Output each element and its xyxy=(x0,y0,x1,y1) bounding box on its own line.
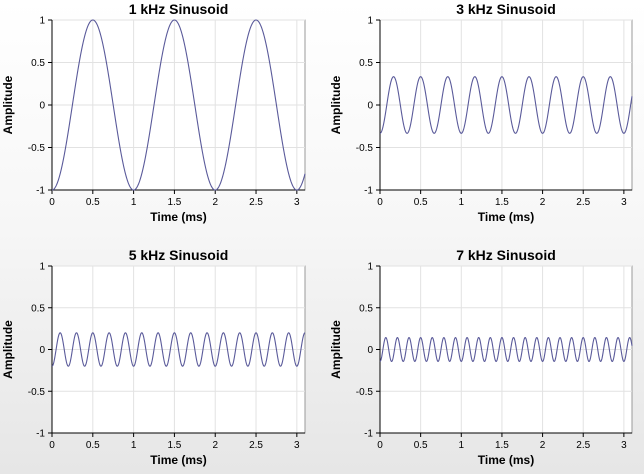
x-tick-label: 1.5 xyxy=(495,440,509,451)
x-tick-label: 1 xyxy=(459,197,465,208)
panel-5khz: 0 0.5 1 1.5 2 2.5 3 1 0.5 0 -0.5 -1 5 kHz Sinusoid Ti… xyxy=(1,247,306,467)
y-tick-label: 0.5 xyxy=(359,303,373,314)
x-tick-label: 1 xyxy=(459,440,465,451)
y-tick-label: -0.5 xyxy=(28,387,46,398)
x-tick-label: 0 xyxy=(49,440,55,451)
y-tick-label: 0 xyxy=(367,101,373,112)
panel-3khz: 0 0.5 1 1.5 2 2.5 3 1 0.5 0 -0.5 -1 3 kHz Sinusoid Ti… xyxy=(329,1,633,224)
x-tick-label: 0 xyxy=(49,197,55,208)
x-tick-label: 2.5 xyxy=(249,440,263,451)
x-tick-label: 2 xyxy=(212,197,218,208)
x-tick-label: 0.5 xyxy=(86,440,100,451)
x-tick-label: 1.5 xyxy=(495,197,509,208)
y-tick-label: 0 xyxy=(39,101,45,112)
y-tick-label: 0.5 xyxy=(31,303,45,314)
x-tick-label: 2.5 xyxy=(576,440,590,451)
x-tick-label: 1.5 xyxy=(167,197,181,208)
x-tick-label: 1 xyxy=(131,440,137,451)
x-axis-label: Time (ms) xyxy=(150,453,206,467)
y-tick-label: 0 xyxy=(367,345,373,356)
chart-title: 7 kHz Sinusoid xyxy=(456,247,556,263)
x-tick-label: 2.5 xyxy=(576,197,590,208)
y-tick-label: -1 xyxy=(364,186,373,197)
x-tick-label: 3 xyxy=(294,440,300,451)
y-tick-label: 1 xyxy=(39,262,45,273)
y-tick-label: -0.5 xyxy=(356,387,374,398)
series-line xyxy=(51,332,306,367)
y-tick-label: -1 xyxy=(36,186,45,197)
x-tick-label: 0.5 xyxy=(86,197,100,208)
x-tick-label: 0.5 xyxy=(414,440,428,451)
x-tick-label: 0 xyxy=(377,440,383,451)
series-line xyxy=(379,76,633,134)
x-axis-label: Time (ms) xyxy=(478,453,534,467)
y-tick-label: 0 xyxy=(39,345,45,356)
y-axis-label: Amplitude xyxy=(329,75,343,134)
y-tick-label: 1 xyxy=(39,16,45,27)
x-tick-label: 3 xyxy=(621,197,627,208)
y-axis-label: Amplitude xyxy=(329,320,343,379)
y-tick-label: 0.5 xyxy=(359,58,373,69)
y-axis-label: Amplitude xyxy=(1,320,15,379)
y-tick-label: -1 xyxy=(36,429,45,440)
chart-title: 3 kHz Sinusoid xyxy=(456,1,556,17)
series-line xyxy=(51,19,306,191)
x-tick-label: 2 xyxy=(540,197,546,208)
x-tick-label: 2 xyxy=(540,440,546,451)
chart-title: 1 kHz Sinusoid xyxy=(129,1,229,17)
x-tick-label: 3 xyxy=(294,197,300,208)
x-tick-label: 0 xyxy=(377,197,383,208)
y-tick-label: 1 xyxy=(367,16,373,27)
y-tick-label: 0.5 xyxy=(31,58,45,69)
y-tick-label: 1 xyxy=(367,262,373,273)
x-tick-label: 0.5 xyxy=(414,197,428,208)
x-tick-label: 2.5 xyxy=(249,197,263,208)
y-axis-label: Amplitude xyxy=(1,75,15,134)
series-line xyxy=(379,336,633,363)
y-tick-label: -0.5 xyxy=(28,143,46,154)
y-tick-label: -1 xyxy=(364,429,373,440)
x-tick-label: 3 xyxy=(621,440,627,451)
y-tick-label: -0.5 xyxy=(356,143,374,154)
x-axis-label: Time (ms) xyxy=(478,210,534,224)
x-tick-label: 1.5 xyxy=(167,440,181,451)
panel-1khz: 0 0.5 1 1.5 2 2.5 3 1 0.5 0 -0.5 -1 1 kHz Sinusoid Ti… xyxy=(1,1,306,224)
x-tick-label: 2 xyxy=(212,440,218,451)
chart-title: 5 kHz Sinusoid xyxy=(129,247,229,263)
panel-7khz: 0 0.5 1 1.5 2 2.5 3 1 0.5 0 -0.5 -1 7 kHz Sinusoid Ti… xyxy=(329,247,633,467)
x-tick-label: 1 xyxy=(131,197,137,208)
x-axis-label: Time (ms) xyxy=(150,210,206,224)
